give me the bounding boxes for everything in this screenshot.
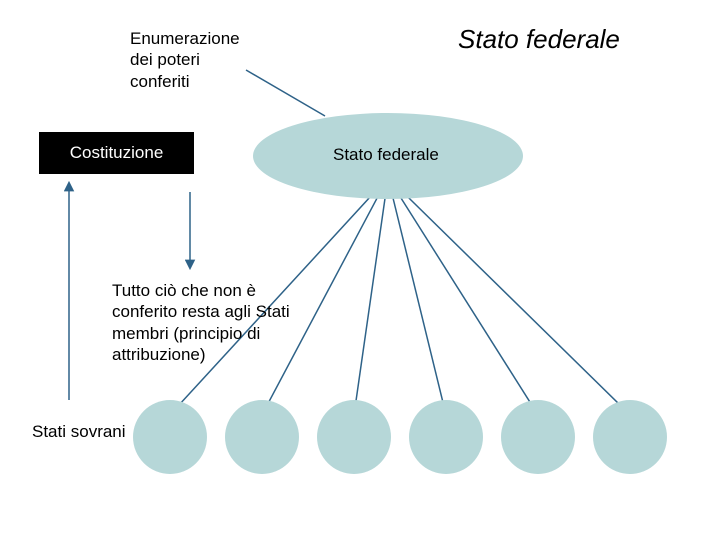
label-attribuzione: Tutto ciò che non èconferito resta agli …	[112, 280, 290, 365]
node-costituzione: Costituzione	[39, 132, 194, 174]
connector-ellipse-to-circle-6	[388, 178, 630, 415]
node-stato-sovrano-6	[593, 400, 667, 474]
connector-ellipse-to-circle-5	[388, 178, 538, 415]
page-title: Stato federale	[458, 24, 620, 55]
node-stato-sovrano-3	[317, 400, 391, 474]
svg-layer	[0, 0, 720, 540]
connector-top-to-ellipse	[246, 70, 325, 116]
node-stato-sovrano-5	[501, 400, 575, 474]
node-stato-sovrano-2	[225, 400, 299, 474]
node-costituzione-label: Costituzione	[70, 143, 164, 163]
label-stati-sovrani: Stati sovrani	[32, 421, 126, 442]
node-stato-federale-label: Stato federale	[333, 144, 439, 165]
connector-ellipse-to-circle-4	[388, 178, 446, 415]
diagram-stage: Stato federale Enumerazionedei potericon…	[0, 0, 720, 540]
connector-ellipse-to-circle-3	[354, 178, 388, 415]
node-stato-sovrano-1	[133, 400, 207, 474]
label-enumerazione: Enumerazionedei potericonferiti	[130, 28, 240, 92]
node-stato-sovrano-4	[409, 400, 483, 474]
